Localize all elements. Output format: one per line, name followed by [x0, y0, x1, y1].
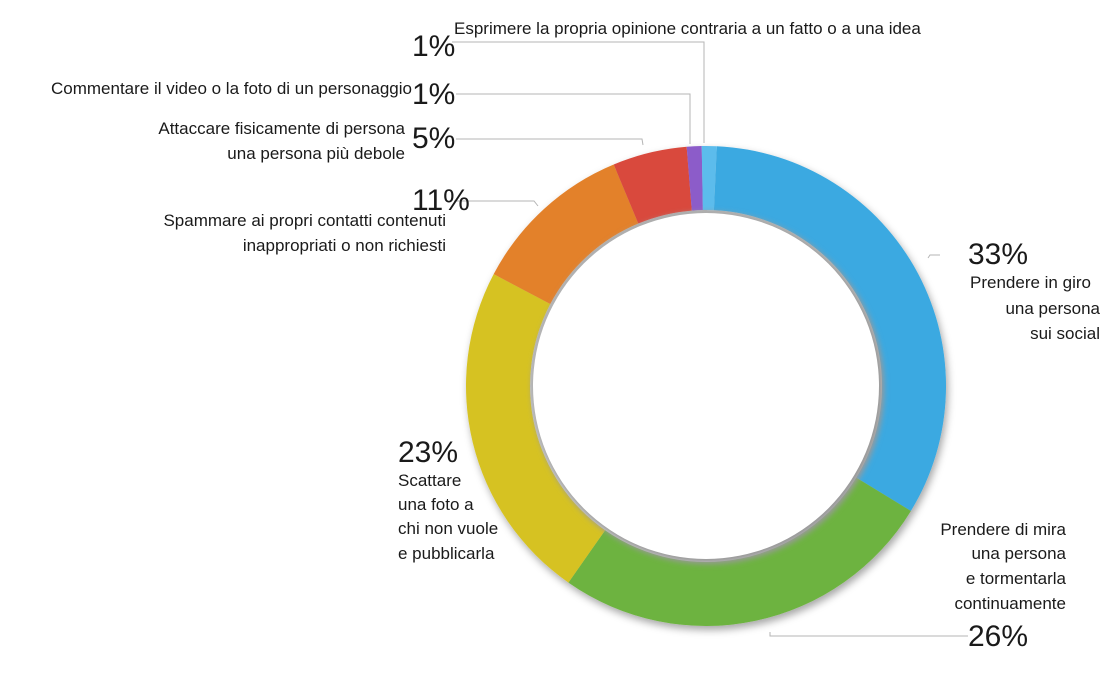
donut-slice-2 — [568, 477, 911, 627]
slice-label-6-line-1: Commentare il video o la foto di un pers… — [51, 79, 412, 98]
leader-line-1 — [927, 254, 940, 259]
donut-slice-3 — [466, 274, 606, 583]
slice-percent-2: 26% — [968, 620, 1028, 653]
slice-percent-1: 33% — [968, 238, 1028, 271]
leader-line-4 — [454, 200, 539, 207]
slice-label-2-line-3: e tormentarla — [966, 569, 1067, 588]
slice-label-5-line-1: Attaccare fisicamente di persona — [158, 119, 405, 138]
slice-label-2-line-4: continuamente — [954, 594, 1066, 613]
donut-ring — [466, 146, 946, 627]
donut-slice-7 — [701, 146, 717, 211]
slice-percent-3: 23% — [398, 436, 458, 469]
donut-slice-1 — [713, 146, 946, 511]
slice-label-4-line-1: Spammare ai propri contatti contenuti — [163, 211, 446, 230]
slice-label-3-line-2: una foto a — [398, 495, 474, 514]
slice-label-1-line-1: Prendere in giro — [970, 273, 1091, 292]
slice-label-2-line-2: una persona — [971, 544, 1066, 563]
donut-hole — [532, 212, 884, 564]
donut-slice-4 — [493, 164, 639, 304]
donut-slice-6 — [686, 146, 703, 211]
leader-line-2 — [769, 632, 968, 637]
slice-label-2-line-1: Prendere di mira — [940, 520, 1066, 539]
leader-line-5 — [456, 138, 644, 146]
slice-labels: 33% Prendere in giro una persona sui social… — [51, 19, 1101, 653]
slice-label-3-line-3: chi non vuole — [398, 519, 498, 538]
slice-percent-4: 11% — [412, 184, 470, 217]
slice-percent-5: 5% — [412, 122, 455, 155]
donut-hole-fill — [533, 213, 879, 559]
slice-label-3-line-4: e pubblicarla — [398, 544, 495, 563]
donut-slice-5 — [613, 146, 692, 224]
slice-label-5-line-2: una persona più debole — [227, 144, 405, 163]
slice-percent-6: 1% — [412, 78, 455, 111]
leader-line-7 — [452, 41, 705, 143]
leader-lines — [452, 41, 968, 637]
slice-label-1-line-2: una persona — [1005, 299, 1100, 318]
slice-label-3-line-1: Scattare — [398, 471, 461, 490]
slice-label-1-line-3: sui social — [1030, 324, 1100, 343]
slice-label-4-line-2: inappropriati o non richiesti — [243, 236, 446, 255]
slice-percent-7: 1% — [412, 30, 455, 63]
leader-line-6 — [456, 93, 691, 144]
slice-label-7-line-1: Esprimere la propria opinione contraria … — [454, 19, 921, 38]
